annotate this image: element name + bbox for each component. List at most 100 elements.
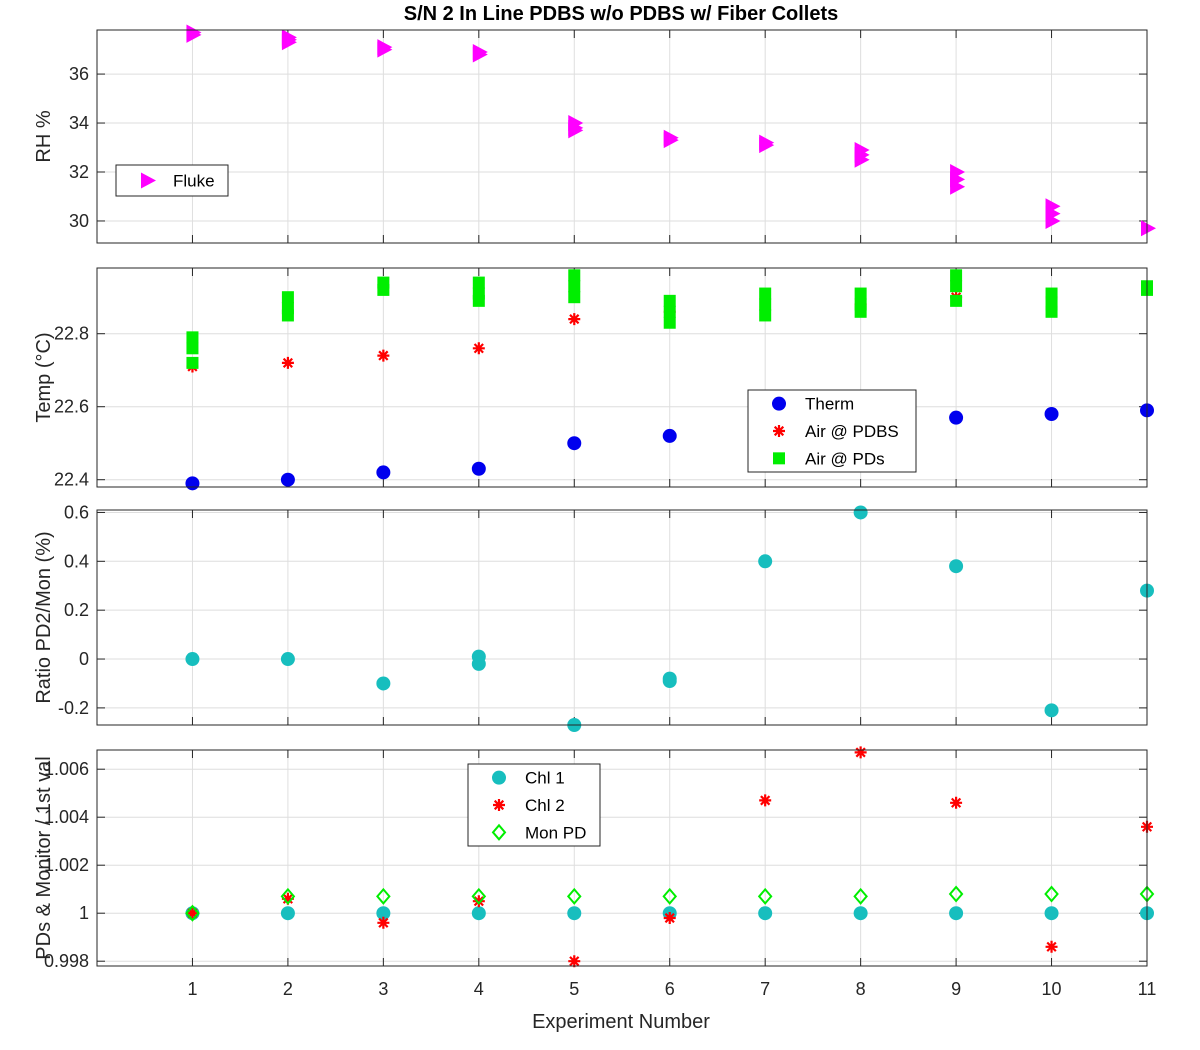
data-point (568, 291, 581, 304)
y-tick-label: 0.4 (64, 551, 89, 571)
legend: Therm Air @ PDBS Air @ PDs (747, 389, 917, 473)
data-point (950, 294, 963, 307)
data-point (1141, 220, 1156, 237)
data-point (1045, 212, 1061, 229)
y-axis-label: Ratio PD2/Mon (%) (33, 531, 55, 703)
data-point (853, 906, 868, 921)
series-ratio (185, 505, 1154, 732)
subplot-1: 30 32 34 36 RH % Fluke (33, 24, 1156, 244)
data-point (663, 316, 676, 329)
data-point (759, 298, 772, 311)
y-tick-label: 0.2 (64, 600, 89, 620)
data-point (950, 178, 966, 195)
legend-marker (141, 172, 156, 189)
y-tick-label: 30 (69, 211, 89, 231)
data-point (281, 34, 297, 51)
data-point (186, 331, 199, 344)
data-point (185, 652, 200, 667)
legend: Fluke (115, 164, 229, 197)
x-tick-label: 7 (760, 979, 770, 999)
data-point (566, 887, 582, 905)
data-point (854, 151, 870, 168)
data-point (377, 349, 390, 362)
y-axis-label: PDs & Monitor / 1st val (33, 756, 55, 959)
data-point (280, 906, 295, 921)
data-point (662, 428, 677, 443)
x-tick-label: 2 (283, 979, 293, 999)
data-point (472, 276, 485, 289)
x-tick-label: 10 (1042, 979, 1062, 999)
data-point (1045, 287, 1058, 300)
data-point (949, 906, 964, 921)
series-therm (185, 403, 1154, 491)
data-point (567, 906, 582, 921)
legend-entry: Mon PD (525, 823, 586, 842)
data-point (948, 885, 964, 903)
data-point (663, 132, 679, 149)
data-point (853, 887, 868, 905)
legend-entry: Chl 2 (525, 796, 565, 815)
data-point (758, 554, 773, 569)
data-point (854, 287, 867, 300)
x-tick-label: 1 (187, 979, 197, 999)
data-point (185, 904, 200, 922)
plot-area (97, 268, 1147, 487)
data-point (471, 461, 486, 476)
y-tick-label: 0.6 (64, 502, 89, 522)
axes-box (96, 509, 1148, 726)
legend: Chl 1 Chl 2 Mon PD (467, 763, 601, 847)
y-tick-label: 22.8 (54, 324, 89, 344)
plot-area (97, 30, 1147, 243)
legend-marker (772, 396, 786, 411)
y-tick-label: 0.998 (44, 951, 89, 971)
data-point (377, 41, 393, 58)
data-point (1045, 940, 1058, 953)
data-point (376, 465, 391, 480)
data-point (759, 309, 772, 322)
legend-box (467, 763, 601, 847)
x-tick-label: 4 (474, 979, 484, 999)
data-point (568, 313, 581, 326)
data-point (759, 287, 772, 300)
data-point (950, 280, 963, 293)
x-tick-label: 3 (378, 979, 388, 999)
x-tick-label: 6 (665, 979, 675, 999)
axes-box (96, 749, 1148, 967)
axes-box (96, 29, 1148, 244)
legend-marker (491, 823, 507, 841)
data-point (376, 887, 391, 905)
data-point (950, 269, 963, 282)
data-point (568, 955, 581, 968)
y-tick-label: 0 (79, 649, 89, 669)
data-point (471, 656, 486, 671)
data-point (280, 887, 296, 905)
y-tick-label: -0.2 (58, 698, 89, 718)
data-point (1045, 305, 1058, 318)
series-fluke (186, 24, 1156, 237)
x-axis-label: Experiment Number (532, 1011, 710, 1033)
data-point (377, 916, 390, 929)
series-air-pds (186, 269, 1153, 369)
data-point (377, 283, 390, 296)
subplot-4: 0.998 1 1.002 1.004 1.006 1 2 3 4 5 6 7 8 9 10 11 PDs & … (33, 746, 1156, 999)
data-point (662, 887, 678, 905)
data-point (186, 356, 199, 369)
legend-marker (773, 452, 785, 465)
y-tick-label: 34 (69, 113, 89, 133)
data-point (567, 436, 582, 451)
data-point (471, 906, 486, 921)
legend-entry: Therm (805, 395, 854, 414)
y-tick-label: 1.006 (44, 759, 89, 779)
y-tick-label: 36 (69, 64, 89, 84)
legend-entry: Air @ PDs (805, 449, 885, 468)
data-point (186, 342, 199, 355)
data-point (472, 46, 488, 63)
data-point (186, 26, 202, 43)
y-tick-label: 32 (69, 162, 89, 182)
data-point (759, 794, 772, 807)
data-point (854, 746, 867, 759)
legend-entry: Air @ PDBS (805, 422, 899, 441)
subplot-3: -0.2 0 0.2 0.4 0.6 Ratio PD2/Mon (%) (33, 502, 1154, 732)
